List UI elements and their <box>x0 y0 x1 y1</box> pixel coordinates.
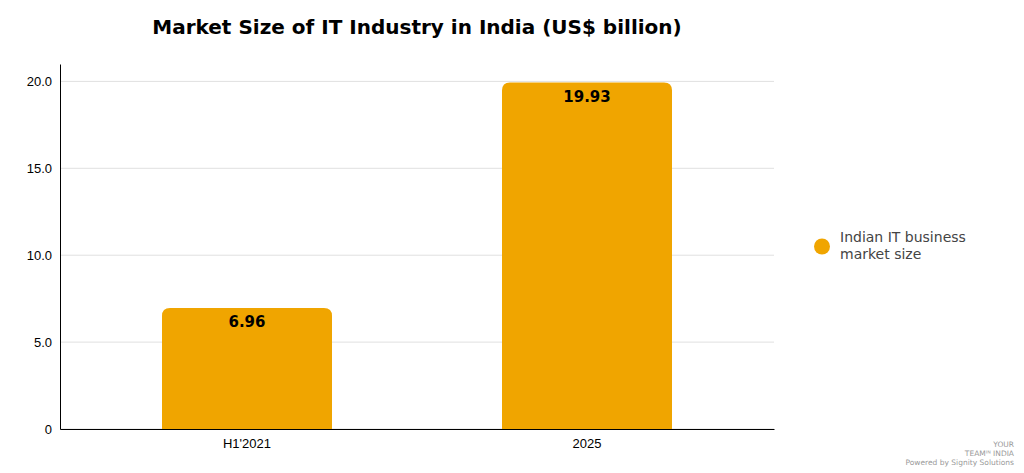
y-axis-line <box>60 65 61 430</box>
legend: Indian IT businessmarket size <box>814 229 966 262</box>
grid <box>60 81 774 429</box>
x-tick: 2025 <box>573 436 602 451</box>
data-label: 6.96 <box>228 313 265 331</box>
y-tick-label: 20.0 <box>27 74 52 89</box>
legend-item: Indian IT businessmarket size <box>814 229 966 262</box>
bar <box>502 83 672 429</box>
x-tick-label: 2025 <box>573 436 602 451</box>
x-axis: H1'2021 2025 <box>61 430 775 452</box>
y-tick-label: 0 <box>45 422 52 437</box>
x-tick-label: H1'2021 <box>223 436 271 451</box>
bar <box>162 308 332 429</box>
y-tick: 15.0 <box>27 161 52 176</box>
data-label: 19.93 <box>563 88 610 106</box>
grid-line <box>60 81 774 82</box>
annotation: YOURTEAMᴵᴺ INDIAPowered by Signity Solut… <box>905 440 1014 467</box>
chart: Market Size of IT Industry in India (US$… <box>0 0 1024 473</box>
y-tick: 20.0 <box>27 74 52 89</box>
y-tick-label: 5.0 <box>34 335 52 350</box>
legend-swatch <box>814 239 830 255</box>
y-tick: 5.0 <box>34 335 52 350</box>
data-labels: 6.96 19.93 <box>228 88 610 331</box>
title: Market Size of IT Industry in India (US$… <box>152 15 681 39</box>
y-tick: 10.0 <box>27 248 52 263</box>
y-axis: 0 5.0 10.0 15.0 20.0 <box>27 65 61 437</box>
bars <box>162 83 672 429</box>
y-tick-label: 10.0 <box>27 248 52 263</box>
y-tick-label: 15.0 <box>27 161 52 176</box>
y-tick: 0 <box>45 422 52 437</box>
legend-label: Indian IT businessmarket size <box>840 229 966 262</box>
x-tick: H1'2021 <box>223 436 271 451</box>
plot-area: 0 5.0 10.0 15.0 20.0 H1'2021 2025 6.96 19.93 <box>27 65 775 452</box>
x-axis-line <box>61 429 775 430</box>
